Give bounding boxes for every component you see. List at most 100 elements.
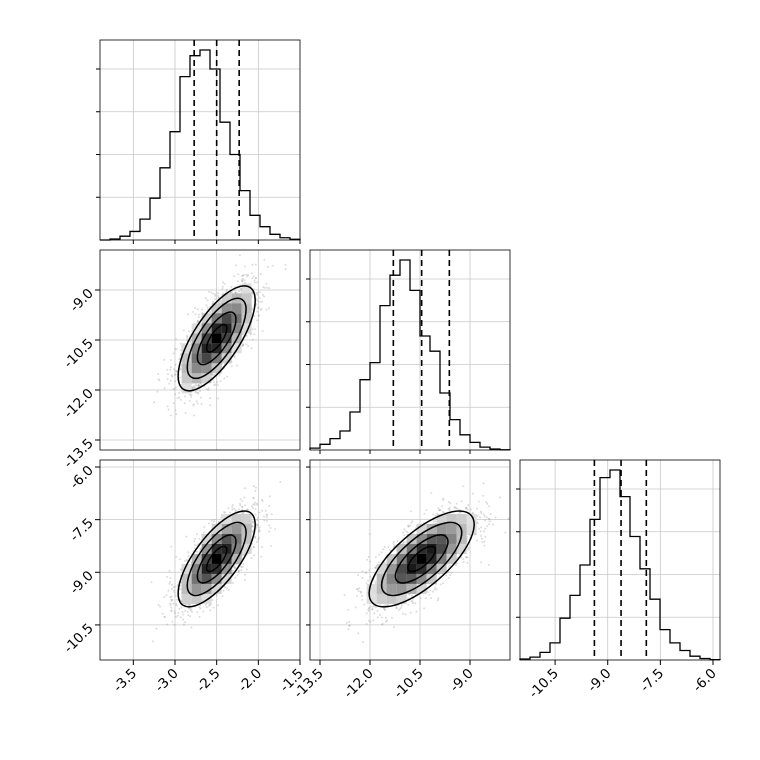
scatter-point [151,640,154,643]
scatter-point [184,395,187,398]
scatter-point [485,516,488,519]
scatter-point [259,308,262,311]
scatter-point [170,606,173,609]
density-cell [221,343,232,354]
scatter-point [171,375,174,378]
scatter-point [189,615,192,618]
scatter-point [175,602,178,605]
scatter-point [193,544,196,547]
scatter-point [194,383,197,386]
density-cell [201,353,212,364]
scatter-point [368,569,371,572]
scatter-point [186,337,189,340]
histogram-step [309,259,511,451]
scatter-point [173,623,176,626]
scatter-point [213,384,216,387]
scatter-point [212,520,215,523]
scatter-point [174,393,177,396]
scatter-point [266,514,269,517]
scatter-point [234,566,237,569]
scatter-point [269,495,271,498]
scatter-point [404,530,407,533]
scatter-point [483,515,486,518]
density-cell [201,373,212,384]
scatter-point [165,594,168,597]
scatter-point [245,568,248,571]
scatter-point [256,524,259,527]
scatter-point [476,522,479,525]
scatter-point [254,535,256,538]
density-cell [201,333,212,344]
scatter-point [259,273,262,276]
scatter-point [189,340,192,343]
scatter-point [254,508,257,511]
scatter-point [176,585,179,588]
scatter-point [488,520,491,523]
scatter-point [211,300,214,303]
scatter-point [236,280,239,283]
scatter-point [260,307,263,310]
scatter-point [178,396,181,399]
scatter-point [387,546,390,549]
contour-level-4 [177,285,256,392]
scatter-point [231,582,234,584]
scatter-point [203,526,206,528]
histogram-panel-2 [306,249,511,451]
scatter-point [241,275,244,278]
scatter-point [254,501,257,504]
scatter-point [240,569,243,572]
scatter-point [265,308,268,311]
scatter-point [235,291,237,294]
scatter-point [464,556,467,559]
scatter-point [175,370,178,373]
scatter-point [196,319,199,322]
scatter-point [191,386,194,389]
scatter-point [174,348,176,351]
scatter-point [255,523,258,526]
scatter-point [264,509,267,512]
scatter-point [195,384,198,387]
scatter-point [265,282,268,285]
scatter-point [243,281,246,284]
scatter-point [403,528,406,531]
scatter-point [252,546,255,549]
scatter-point [207,387,210,390]
scatter-point [184,621,187,624]
scatter-point [391,616,393,619]
scatter-point [268,530,270,533]
scatter-point [363,603,366,606]
scatter-point [187,330,190,333]
scatter-point [245,273,248,276]
scatter-point [254,486,257,489]
scatter-point [488,523,491,526]
scatter-point [236,574,239,577]
scatter-point [205,304,208,307]
scatter-point [176,397,179,400]
scatter-point [479,530,482,533]
density-cell [181,343,192,354]
scatter-point [194,537,197,540]
scatter-point [168,569,171,572]
scatter-point [258,511,261,514]
scatter-point [234,567,236,570]
scatter-point [170,595,173,598]
scatter-point [172,387,175,390]
scatter-point [354,606,357,609]
scatter-point [242,563,245,565]
scatter-point [217,292,220,295]
scatter-point [174,373,177,376]
scatter-point [395,606,398,609]
scatter-point [368,560,371,563]
scatter-point [227,589,230,591]
scatter-point [462,558,465,561]
scatter-point [175,338,178,341]
scatter-point [199,547,202,550]
scatter-point [489,513,492,516]
scatter-point [254,263,257,266]
scatter-point [241,506,243,508]
scatter-point [169,379,172,382]
scatter-point [245,343,248,346]
scatter-point [247,508,249,511]
scatter-point [371,608,374,611]
scatter-point [209,397,212,400]
